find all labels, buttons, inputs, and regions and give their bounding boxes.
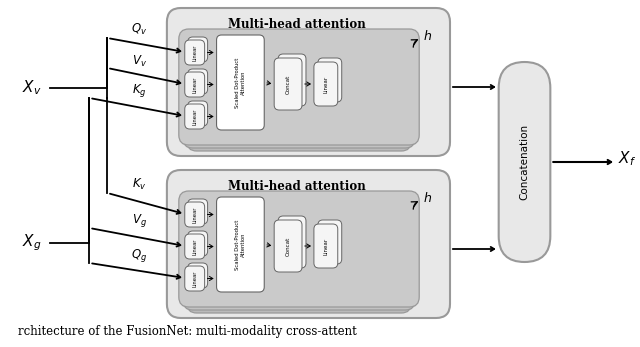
FancyBboxPatch shape bbox=[274, 220, 302, 272]
FancyBboxPatch shape bbox=[183, 32, 415, 148]
Text: $V_v$: $V_v$ bbox=[132, 54, 147, 69]
Text: $X_f$: $X_f$ bbox=[618, 150, 636, 168]
FancyBboxPatch shape bbox=[314, 62, 338, 106]
FancyBboxPatch shape bbox=[216, 35, 264, 130]
FancyBboxPatch shape bbox=[185, 72, 205, 97]
Text: $Q_v$: $Q_v$ bbox=[131, 22, 147, 37]
FancyBboxPatch shape bbox=[185, 40, 205, 65]
FancyBboxPatch shape bbox=[188, 37, 207, 62]
FancyBboxPatch shape bbox=[188, 263, 207, 288]
FancyBboxPatch shape bbox=[278, 216, 306, 268]
Text: Linear: Linear bbox=[192, 270, 197, 287]
Text: rchitecture of the FusionNet: multi-modality cross-attent: rchitecture of the FusionNet: multi-moda… bbox=[18, 325, 356, 339]
Text: Concatenation: Concatenation bbox=[520, 124, 529, 200]
FancyBboxPatch shape bbox=[167, 8, 450, 156]
Text: Linear: Linear bbox=[192, 206, 197, 223]
FancyBboxPatch shape bbox=[188, 101, 207, 126]
FancyBboxPatch shape bbox=[314, 224, 338, 268]
Text: Linear: Linear bbox=[323, 237, 328, 255]
Text: Linear: Linear bbox=[192, 238, 197, 255]
Text: Concat: Concat bbox=[285, 74, 291, 94]
FancyBboxPatch shape bbox=[274, 58, 302, 110]
Text: Concat: Concat bbox=[285, 236, 291, 256]
FancyBboxPatch shape bbox=[187, 35, 412, 151]
FancyBboxPatch shape bbox=[188, 231, 207, 256]
FancyBboxPatch shape bbox=[185, 202, 205, 227]
FancyBboxPatch shape bbox=[185, 104, 205, 129]
Text: $K_g$: $K_g$ bbox=[132, 82, 147, 99]
FancyBboxPatch shape bbox=[318, 58, 342, 102]
FancyBboxPatch shape bbox=[318, 220, 342, 264]
Text: Linear: Linear bbox=[192, 44, 197, 61]
FancyBboxPatch shape bbox=[188, 199, 207, 224]
Text: $X_v$: $X_v$ bbox=[22, 79, 42, 98]
Text: Multi-head attention: Multi-head attention bbox=[228, 18, 365, 31]
Text: Linear: Linear bbox=[323, 75, 328, 93]
Text: $X_g$: $X_g$ bbox=[22, 233, 42, 253]
Text: $K_v$: $K_v$ bbox=[132, 177, 147, 192]
Text: Linear: Linear bbox=[192, 108, 197, 125]
FancyBboxPatch shape bbox=[216, 197, 264, 292]
Text: Linear: Linear bbox=[192, 76, 197, 93]
FancyBboxPatch shape bbox=[278, 54, 306, 106]
FancyBboxPatch shape bbox=[499, 62, 550, 262]
Text: Scaled Dot-Product
Attention: Scaled Dot-Product Attention bbox=[235, 219, 246, 270]
FancyBboxPatch shape bbox=[188, 69, 207, 94]
FancyBboxPatch shape bbox=[183, 194, 415, 310]
FancyBboxPatch shape bbox=[167, 170, 450, 318]
Text: Scaled Dot-Product
Attention: Scaled Dot-Product Attention bbox=[235, 57, 246, 108]
Text: $h$: $h$ bbox=[423, 29, 432, 43]
Text: $Q_g$: $Q_g$ bbox=[131, 247, 147, 264]
FancyBboxPatch shape bbox=[179, 29, 419, 145]
FancyBboxPatch shape bbox=[185, 266, 205, 291]
Text: Multi-head attention: Multi-head attention bbox=[228, 180, 365, 193]
FancyBboxPatch shape bbox=[185, 234, 205, 259]
Text: $h$: $h$ bbox=[423, 191, 432, 205]
FancyBboxPatch shape bbox=[187, 197, 412, 313]
Text: $V_g$: $V_g$ bbox=[132, 212, 147, 229]
FancyBboxPatch shape bbox=[179, 191, 419, 307]
